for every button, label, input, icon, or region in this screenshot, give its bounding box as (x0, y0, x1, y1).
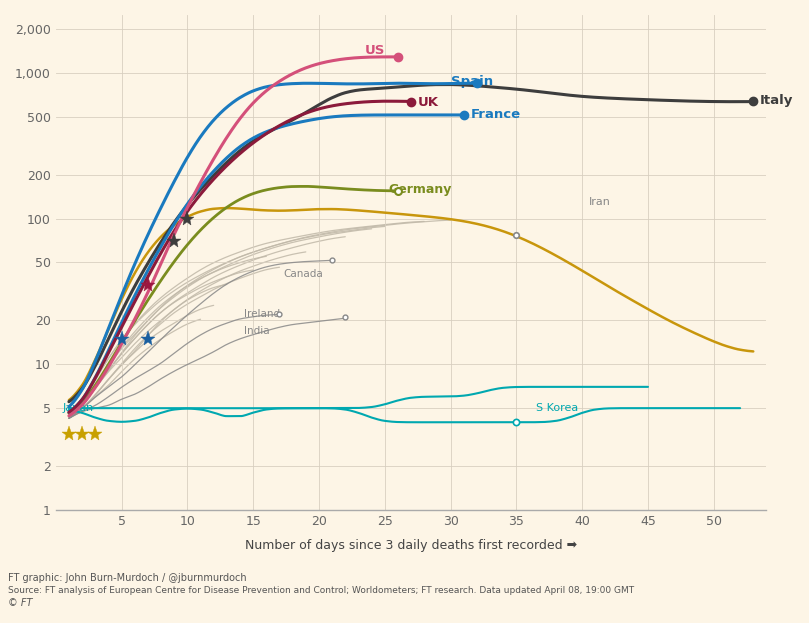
Text: Italy: Italy (760, 93, 794, 107)
Text: Canada: Canada (283, 269, 323, 278)
Text: Germany: Germany (388, 183, 452, 196)
Text: India: India (244, 326, 269, 336)
Text: UK: UK (417, 96, 438, 108)
Text: Spain: Spain (451, 75, 493, 88)
Text: US: US (365, 44, 385, 57)
Text: Japan: Japan (62, 403, 94, 413)
Text: © FT: © FT (8, 597, 32, 607)
Text: S Korea: S Korea (536, 403, 578, 413)
Text: Iran: Iran (589, 197, 611, 207)
Text: FT graphic: John Burn-Murdoch / @jburnmurdoch: FT graphic: John Burn-Murdoch / @jburnmu… (8, 573, 247, 583)
Text: France: France (470, 108, 520, 121)
Text: Source: FT analysis of European Centre for Disease Prevention and Control; World: Source: FT analysis of European Centre f… (8, 586, 634, 595)
Text: Ireland: Ireland (244, 310, 280, 320)
X-axis label: Number of days since 3 daily deaths first recorded ➡: Number of days since 3 daily deaths firs… (245, 539, 577, 552)
